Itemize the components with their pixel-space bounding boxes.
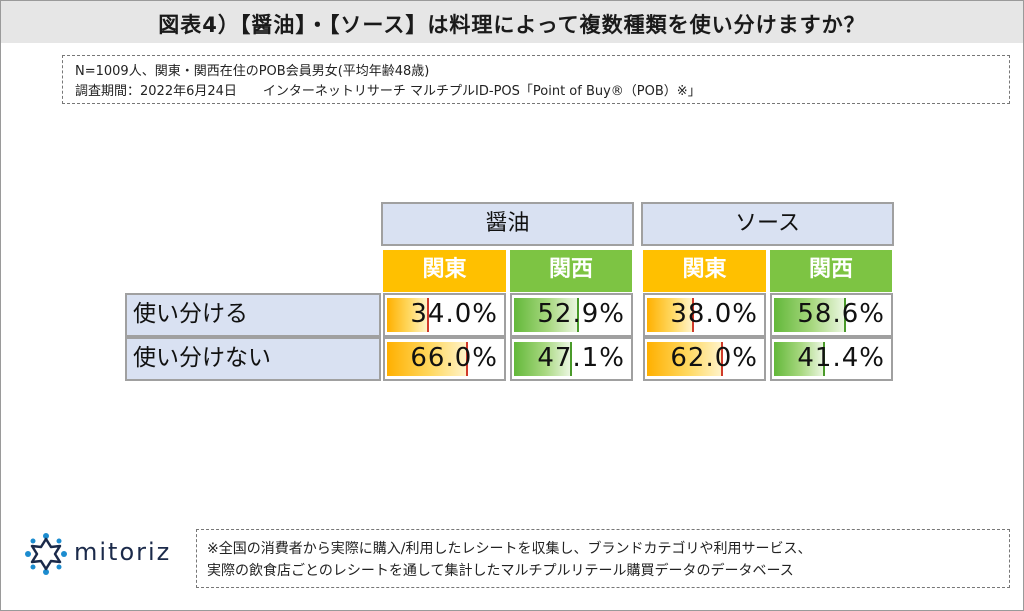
region-header-kansai-shoyu: 関西 [510, 250, 632, 292]
footnote-box: ※全国の消費者から実際に購入/利用したレシートを収集し、ブランドカテゴリや利用サ… [196, 529, 1010, 588]
cell-shoyu-kansai-use: 52.9% [510, 293, 633, 337]
region-header-kanto-sauce: 関東 [643, 250, 766, 292]
value-label-sauce-kanto-not-use: 62.0% [670, 343, 758, 373]
value-label-sauce-kanto-use: 38.0% [670, 299, 758, 329]
value-label-shoyu-kansai-use: 52.9% [537, 299, 625, 329]
bar-shoyu-kansai-use [514, 298, 579, 332]
row-label-not-use: 使い分けない [125, 337, 381, 381]
cell-sauce-kanto-use: 38.0% [643, 293, 766, 337]
group-header-sauce: ソース [641, 202, 894, 246]
cell-sauce-kansai-use: 58.6% [770, 293, 893, 337]
cell-shoyu-kanto-not-use: 66.0% [383, 337, 506, 381]
mitoriz-logo-icon [25, 533, 67, 575]
value-label-shoyu-kansai-not-use: 47.1% [537, 343, 625, 373]
cell-sauce-kansai-not-use: 41.4% [770, 337, 893, 381]
mitoriz-logo: mitoriz [22, 530, 202, 580]
value-label-shoyu-kanto-use: 34.0% [410, 299, 498, 329]
bar-shoyu-kanto-use [387, 298, 429, 332]
footnote-line-2: 実際の飲食店ごとのレシートを通して集計したマルチプルリテール購買データのデータベ… [207, 563, 794, 579]
title-bar: 図表4）【醤油】・【ソース】は料理によって複数種類を使い分けますか？ [1, 1, 1023, 43]
value-label-sauce-kansai-use: 58.6% [797, 299, 885, 329]
bar-sauce-kansai-use [774, 298, 846, 332]
survey-sample-note: N=1009人、関東・関西在住のPOB会員男女(平均年齢48歳) [75, 64, 430, 79]
bar-shoyu-kanto-not-use [387, 342, 468, 376]
region-header-kansai-sauce: 関西 [770, 250, 892, 292]
value-label-sauce-kansai-not-use: 41.4% [797, 343, 885, 373]
survey-note-box: N=1009人、関東・関西在住のPOB会員男女(平均年齢48歳) 調査期間：20… [62, 55, 1010, 104]
cell-sauce-kanto-not-use: 62.0% [643, 337, 766, 381]
row-label-use: 使い分ける [125, 293, 381, 337]
mitoriz-logo-text: mitoriz [74, 538, 172, 566]
group-header-shoyu: 醤油 [381, 202, 634, 246]
bar-shoyu-kansai-not-use [514, 342, 572, 376]
region-header-kanto-shoyu: 関東 [383, 250, 506, 292]
footnote-line-1: ※全国の消費者から実際に購入/利用したレシートを収集し、ブランドカテゴリや利用サ… [207, 541, 812, 557]
figure-title: 図表4）【醤油】・【ソース】は料理によって複数種類を使い分けますか？ [158, 13, 866, 37]
bar-sauce-kansai-not-use [774, 342, 825, 376]
cell-shoyu-kanto-use: 34.0% [383, 293, 506, 337]
cell-shoyu-kansai-not-use: 47.1% [510, 337, 633, 381]
value-label-shoyu-kanto-not-use: 66.0% [410, 343, 498, 373]
survey-period-note: 調査期間：2022年6月24日 インターネットリサーチ マルチプルID-POS「… [75, 84, 701, 99]
bar-sauce-kanto-not-use [647, 342, 723, 376]
bar-sauce-kanto-use [647, 298, 694, 332]
